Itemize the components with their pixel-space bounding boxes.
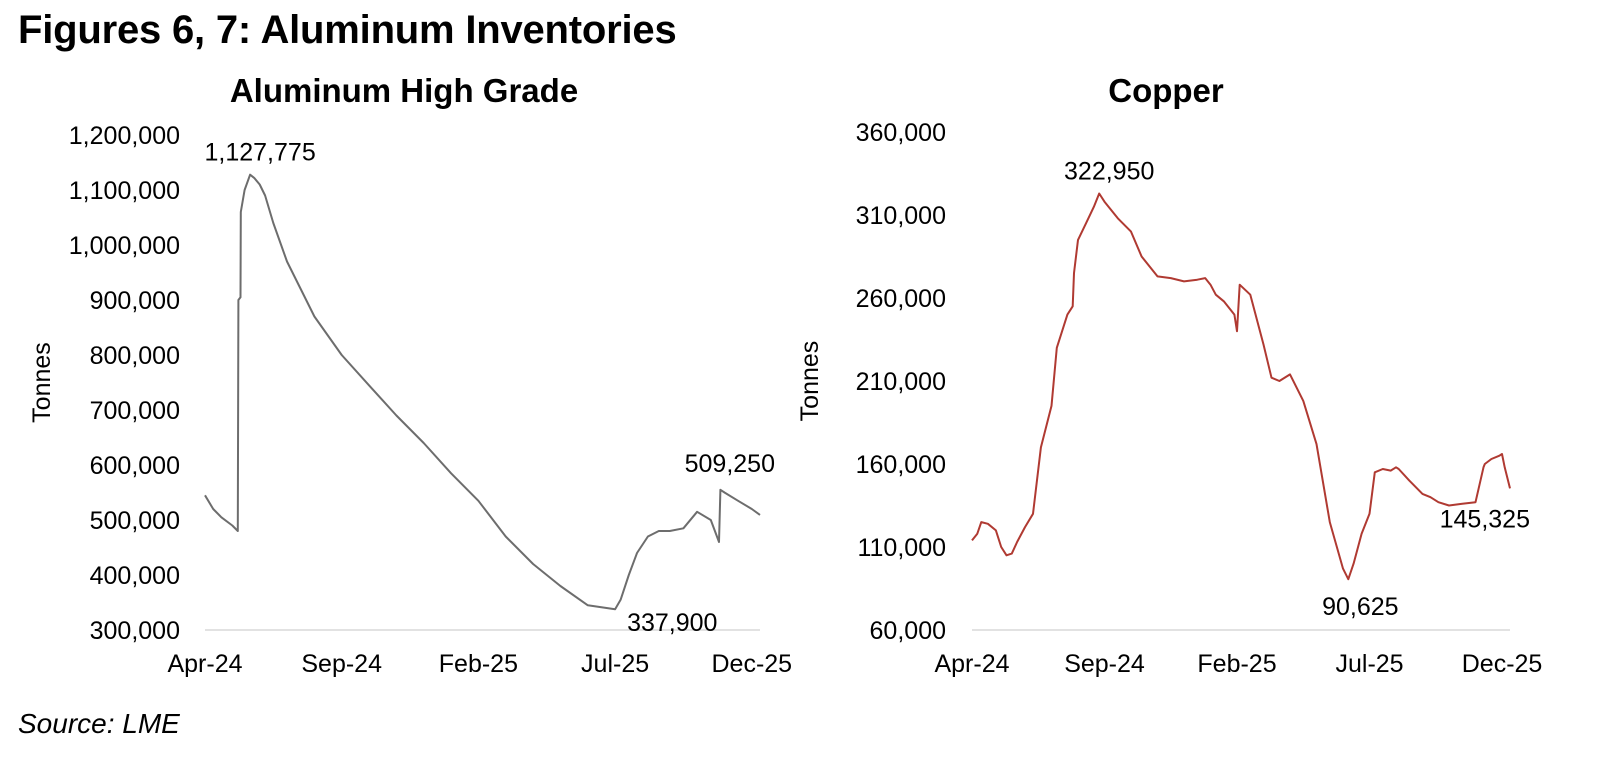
chart2-x-tick-label: Apr-24 xyxy=(934,650,1009,678)
chart1-title: Aluminum High Grade xyxy=(230,72,578,109)
chart2-x-tick-label: Dec-25 xyxy=(1462,650,1543,678)
chart1-y-tick-label: 800,000 xyxy=(90,342,180,370)
chart1-data-label: 337,900 xyxy=(627,609,717,637)
chart1-data-label: 509,250 xyxy=(685,450,775,478)
chart2-y-tick-label: 210,000 xyxy=(856,368,946,396)
chart1-y-tick-label: 600,000 xyxy=(90,452,180,480)
chart1-x-tick-label: Jul-25 xyxy=(581,650,649,678)
chart2-y-tick-label: 110,000 xyxy=(857,534,946,562)
chart1-y-tick-label: 1,100,000 xyxy=(69,177,180,205)
chart2-y-tick-label: 260,000 xyxy=(856,285,946,313)
chart1-x-tick-label: Sep-24 xyxy=(301,650,382,678)
chart1-y-tick-label: 400,000 xyxy=(90,562,180,590)
chart2-x-tick-label: Sep-24 xyxy=(1064,650,1145,678)
chart2-data-label: 145,325 xyxy=(1440,505,1530,533)
chart1-y-tick-label: 700,000 xyxy=(90,397,180,425)
chart2-y-tick-label: 60,000 xyxy=(870,617,946,645)
chart2-data-label: 322,950 xyxy=(1064,158,1154,186)
source-note: Source: LME xyxy=(18,708,180,739)
chart1-y-tick-label: 1,200,000 xyxy=(69,122,180,150)
chart2-series-line xyxy=(971,192,1511,581)
chart2-y-tick-label: 160,000 xyxy=(856,451,946,479)
chart1-y-tick-label: 300,000 xyxy=(90,617,180,645)
chart2-title: Copper xyxy=(1108,72,1224,109)
chart2-y-tick-label: 310,000 xyxy=(856,202,946,230)
chart1-x-tick-label: Apr-24 xyxy=(167,650,242,678)
chart1-x-tick-label: Feb-25 xyxy=(439,650,518,678)
chart2-data-label: 90,625 xyxy=(1322,593,1398,621)
chart1-y-tick-label: 500,000 xyxy=(90,507,180,535)
chart1-y-tick-label: 900,000 xyxy=(90,287,180,315)
chart2-y-axis-title: Tonnes xyxy=(796,341,824,422)
chart2-x-tick-label: Jul-25 xyxy=(1335,650,1403,678)
chart1-y-axis-title: Tonnes xyxy=(28,342,56,423)
chart1-data-label: 1,127,775 xyxy=(205,139,316,167)
chart1-x-tick-label: Dec-25 xyxy=(712,650,793,678)
chart1-y-tick-label: 1,000,000 xyxy=(69,232,180,260)
figure-title: Figures 6, 7: Aluminum Inventories xyxy=(18,8,677,52)
chart1-series-line xyxy=(204,173,761,611)
chart2-x-tick-label: Feb-25 xyxy=(1197,650,1276,678)
chart2-y-tick-label: 360,000 xyxy=(856,119,946,147)
